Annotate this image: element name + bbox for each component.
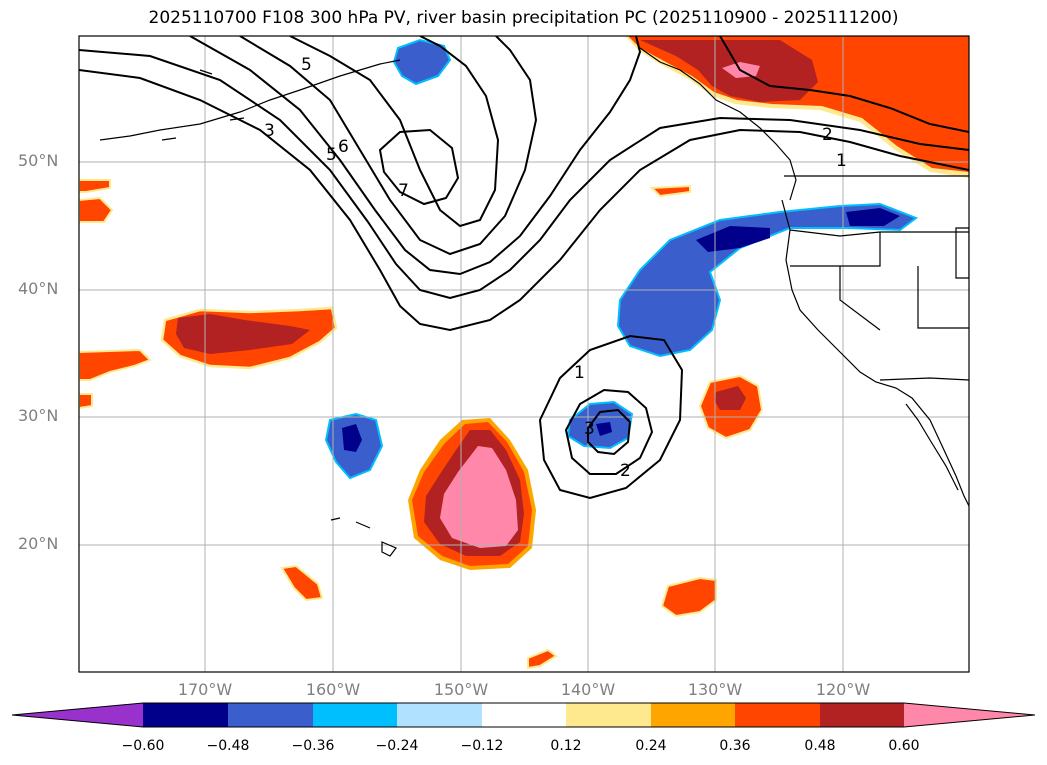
contour-label: 5 (301, 55, 312, 75)
contour-label: 3 (584, 419, 595, 439)
contour-label: 5 (326, 145, 337, 165)
lat-label-50n: 50°N (18, 151, 59, 170)
precip-anomaly-small-4 (527, 648, 558, 670)
colorbar-tick-label: −0.36 (291, 738, 335, 754)
pv-contours (79, 36, 969, 500)
lon-label-140w: 140°W (560, 680, 616, 699)
precip-anomaly-small-3 (660, 576, 717, 618)
precip-anomaly-nw-coast-core-2 (846, 208, 900, 226)
precip-anomaly-nw-coast (616, 202, 919, 358)
map-frame (78, 35, 970, 673)
colorbar-tick-label: 0.60 (888, 738, 920, 754)
contour-label: 7 (398, 181, 409, 201)
contour-label: 2 (620, 461, 631, 481)
colorbar-bin (397, 703, 482, 727)
contour-label: 2 (822, 125, 833, 145)
lon-label-160w: 160°W (305, 680, 361, 699)
precip-anomaly-140w-core (596, 422, 612, 436)
precip-anomaly-160w-core (342, 424, 362, 452)
colorbar-tick-label: 0.12 (550, 738, 582, 754)
precip-anomaly-alaska (392, 38, 452, 86)
colorbar-bin (482, 703, 566, 727)
colorbar-tick-label: 0.24 (635, 738, 667, 754)
precip-anomaly-150w-peak (440, 446, 518, 548)
lon-label-130w: 130°W (687, 680, 743, 699)
precip-anomaly-170w-core (176, 314, 310, 354)
colorbar-tick-label: −0.24 (375, 738, 419, 754)
colorbar-bin (820, 703, 904, 727)
lon-label-170w: 170°W (177, 680, 233, 699)
colorbar-tick-label: −0.12 (460, 738, 504, 754)
precip-anomaly-west-3 (79, 348, 152, 381)
colorbar-extend-min (12, 703, 143, 727)
colorbar-outline (11, 702, 1036, 728)
colorbar-bin (566, 703, 651, 727)
map-plot-area: 5 3 5 6 7 1 2 1 3 2 (79, 36, 969, 672)
precip-anomaly-small-2 (280, 564, 324, 602)
colorbar-bin (228, 703, 313, 727)
colorbar-bin (143, 703, 228, 727)
pv-contour-labels: 5 3 5 6 7 1 2 1 3 2 (264, 55, 847, 481)
colorbar-tick-label: 0.48 (804, 738, 836, 754)
colorbar-extend-max (904, 703, 1035, 727)
lon-label-150w: 150°W (433, 680, 489, 699)
graticule (79, 36, 969, 672)
precip-anomaly-small-1 (649, 184, 691, 198)
precip-anomaly-west-1 (79, 179, 111, 193)
figure-title: 2025110700 F108 300 hPa PV, river basin … (148, 8, 899, 28)
lat-label-30n: 30°N (18, 406, 59, 425)
colorbar-bin (735, 703, 820, 727)
precip-positive-anomalies (79, 36, 969, 670)
contour-label: 6 (338, 137, 349, 157)
lat-label-40n: 40°N (18, 279, 59, 298)
contour-label: 1 (836, 151, 847, 171)
coastlines (99, 47, 969, 557)
contour-label: 3 (264, 121, 275, 141)
colorbar-tick-label: −0.48 (206, 738, 250, 754)
precip-anomaly-west-2 (79, 196, 114, 223)
colorbar-bin (313, 703, 397, 727)
colorbar-bin (651, 703, 735, 727)
precip-negative-anomalies (324, 38, 919, 480)
colorbar-tick-label: −0.60 (121, 738, 165, 754)
colorbar (11, 702, 1036, 728)
precip-anomaly-130w-core (714, 386, 746, 410)
precip-anomaly-west-4 (79, 393, 93, 410)
lon-label-120w: 120°W (815, 680, 871, 699)
lat-label-20n: 20°N (18, 534, 59, 553)
contour-label: 1 (574, 363, 585, 383)
colorbar-tick-label: 0.36 (719, 738, 751, 754)
